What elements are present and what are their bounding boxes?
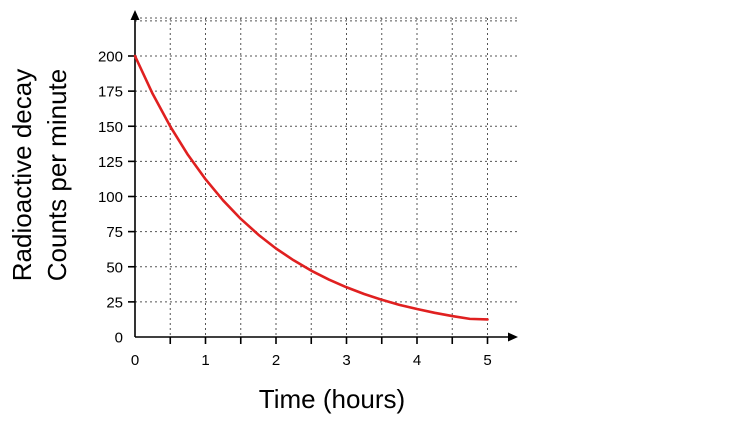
- y-axis-title-line-2: Counts per minute: [42, 69, 72, 281]
- y-tick-label: 75: [106, 224, 123, 241]
- x-tick-label: 0: [131, 352, 139, 369]
- x-axis-arrow: [508, 332, 518, 342]
- y-tick-label: 125: [98, 154, 123, 171]
- axes: [128, 10, 518, 344]
- y-tick-label: 25: [106, 294, 123, 311]
- x-tick-label: 4: [413, 352, 421, 369]
- x-tick-label: 3: [342, 352, 350, 369]
- x-tick-label: 2: [272, 352, 280, 369]
- y-tick-label: 200: [98, 49, 123, 66]
- grid: [135, 17, 520, 337]
- series-layer: [133, 54, 489, 321]
- x-tick-label: 5: [483, 352, 491, 369]
- y-axis-arrow: [130, 10, 140, 20]
- x-axis-title: Time (hours): [259, 384, 405, 414]
- decay-curve: [133, 54, 489, 321]
- y-tick-label: 100: [98, 189, 123, 206]
- y-tick-label: 150: [98, 119, 123, 136]
- y-axis-title-line-1: Radioactive decay: [7, 69, 37, 281]
- tick-labels: 0 25 50 75 100 125 150 175 200 0 1 2 3 4 5: [98, 49, 492, 370]
- y-tick-label: 50: [106, 259, 123, 276]
- y-tick-label: 0: [115, 330, 123, 347]
- x-tick-label: 1: [201, 352, 209, 369]
- y-tick-label: 175: [98, 84, 123, 101]
